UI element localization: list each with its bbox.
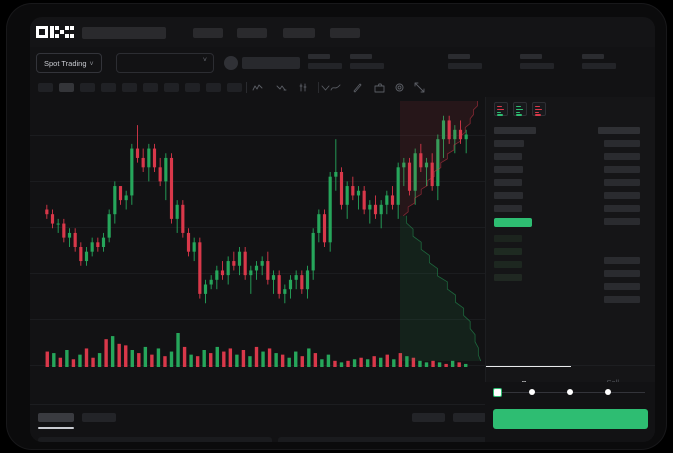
nav-search[interactable] [82,27,166,39]
drawing-pencil-icon[interactable] [352,82,363,93]
nav-item-1[interactable] [193,28,223,38]
timeframe-button-2[interactable] [80,83,95,92]
bottom-tab-active-underline [38,427,74,429]
bottom-card-left [38,437,272,442]
order-book-ask-row-5[interactable] [494,205,522,212]
order-book-col-header-price[interactable] [494,127,536,134]
order-book-ask-row-1[interactable] [494,153,522,160]
order-book-spread-row[interactable] [494,218,532,227]
order-form-footer [485,382,655,442]
bottom-action-1[interactable] [412,413,445,422]
orderbook-mode-bids[interactable] [513,102,527,116]
amount-slider-step-50[interactable] [567,389,573,395]
timeframe-button-8[interactable] [206,83,221,92]
timeframe-button-1[interactable] [59,83,74,92]
stat-high-24h [448,54,482,69]
order-book-amount-1[interactable] [604,153,640,160]
orderbook-mode-both[interactable] [494,102,508,116]
order-book-amount-9[interactable] [604,283,640,290]
order-book-panel: Buy Sell [485,97,655,404]
toolbar-separator-0 [246,82,247,93]
timeframe-button-9[interactable] [227,83,242,92]
timeframe-button-7[interactable] [185,83,200,92]
chevron-down-icon: ˅ [202,57,207,64]
compare-icon[interactable] [276,82,287,93]
settings-gear-icon[interactable] [394,82,405,93]
chevron-down-icon: ˅ [89,61,94,68]
chevron-down-icon[interactable] [320,82,331,93]
submit-order-button[interactable] [493,409,648,429]
main-area: Buy Sell [30,97,655,404]
timeframe-button-4[interactable] [122,83,137,92]
order-book-amount-8[interactable] [604,270,640,277]
timeframe-button-0[interactable] [38,83,53,92]
order-book-bid-row-1[interactable] [494,248,522,255]
order-book-col-header-amount[interactable] [598,127,640,134]
order-book-bid-row-3[interactable] [494,274,522,281]
order-book-ask-row-0[interactable] [494,140,524,147]
market-type-dropdown[interactable]: Spot Trading ˅ [36,53,102,73]
order-book-amount-7[interactable] [604,257,640,264]
order-book-view-modes [494,102,546,116]
bottom-card-right [278,437,502,442]
top-navigation-bar [30,17,655,47]
market-depth-overlay [400,101,482,362]
nav-item-2[interactable] [237,28,267,38]
order-book-amount-2[interactable] [604,166,640,173]
line-chart-icon[interactable] [330,82,341,93]
stat-change-24h [350,54,384,69]
market-type-label: Spot Trading [44,59,87,68]
timeframe-button-3[interactable] [101,83,116,92]
camera-icon[interactable] [374,82,385,93]
timeframe-button-5[interactable] [143,83,158,92]
order-book-ask-row-3[interactable] [494,179,522,186]
order-book-amount-6[interactable] [604,218,640,225]
pair-name-skeleton [242,57,300,69]
market-subbar: Spot Trading ˅ ˅ [30,47,655,79]
pair-select[interactable]: ˅ [116,53,214,73]
order-book-amount-4[interactable] [604,192,640,199]
indicators-icon[interactable] [252,82,263,93]
tablet-screen: Spot Trading ˅ ˅ [30,17,655,442]
order-book-amount-3[interactable] [604,179,640,186]
order-book-amount-10[interactable] [604,296,640,303]
toolbar-separator-1 [318,82,319,93]
stat-volume-24h [582,54,616,69]
bottom-tab-order-history[interactable] [82,413,116,422]
order-book-ask-row-4[interactable] [494,192,523,199]
order-book-amount-5[interactable] [604,205,640,212]
stat-low-24h [520,54,554,69]
order-book-ask-row-2[interactable] [494,166,523,173]
timeframe-button-6[interactable] [164,83,179,92]
order-book-amount-0[interactable] [604,140,640,147]
candles-type-icon[interactable] [298,82,309,93]
order-book-bid-row-0[interactable] [494,235,522,242]
amount-slider-handle[interactable] [493,388,502,397]
amount-slider-step-25[interactable] [529,389,535,395]
volume-histogram [45,333,468,367]
bottom-tab-open-orders[interactable] [38,413,74,422]
stat-last-price [308,54,342,69]
nav-item-4[interactable] [330,28,360,38]
coin-avatar [224,56,238,70]
okx-logo-icon[interactable] [36,25,76,39]
tablet-bezel: Spot Trading ˅ ˅ [6,3,667,450]
nav-item-3[interactable] [283,28,315,38]
order-book-bid-row-2[interactable] [494,261,522,268]
price-chart-panel[interactable] [30,97,485,404]
fullscreen-icon[interactable] [414,82,425,93]
chart-toolbar [30,79,655,97]
candlestick-series [45,115,468,304]
bottom-action-2[interactable] [453,413,486,422]
orderbook-mode-asks[interactable] [532,102,546,116]
amount-slider-step-75[interactable] [605,389,611,395]
